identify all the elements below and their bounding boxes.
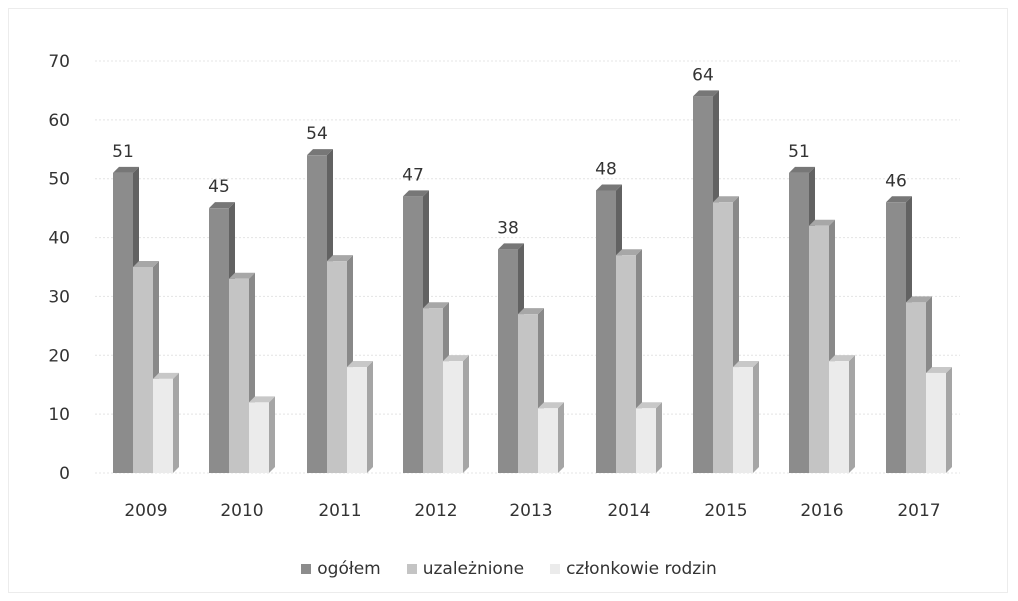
data-label: 46 [885,171,907,191]
y-tick-label: 10 [48,405,70,425]
bar-2010-2 [249,396,275,473]
bar-2016-2 [829,355,855,473]
y-tick-label: 20 [48,346,70,366]
bar-2013-1 [518,308,544,473]
legend-item: ogółem [301,559,381,579]
y-tick-label: 0 [59,464,70,484]
x-tick-label: 2009 [124,501,167,521]
chart-legend: ogółem uzależnione członkowie rodzin [0,559,1018,579]
bar-2017-2 [926,366,952,473]
x-tick-label: 2012 [414,501,457,521]
x-tick-label: 2014 [607,501,650,521]
data-label: 47 [402,165,424,185]
chart-frame [8,8,1008,593]
x-tick-label: 2010 [220,501,263,521]
data-label: 64 [692,65,714,85]
x-tick-label: 2015 [704,501,747,521]
x-tick-label: 2013 [509,501,552,521]
legend-swatch [301,564,312,574]
x-tick-label: 2011 [318,501,361,521]
legend-item: członkowie rodzin [550,559,717,579]
legend-label: członkowie rodzin [566,559,717,579]
data-label: 51 [112,142,134,162]
y-tick-label: 60 [48,111,70,131]
y-tick-label: 40 [48,229,70,249]
bar-2013-2 [538,402,564,473]
legend-item: uzależnione [406,559,525,579]
data-label: 45 [208,177,230,197]
legend-label: uzależnione [422,559,525,579]
data-label: 48 [595,159,617,179]
x-tick-label: 2017 [897,501,940,521]
chart-plot: 0 10 20 30 40 50 60 70 51 2009 45 2010 54 2011 47 2012 3… [48,52,960,521]
y-tick-label: 30 [48,287,70,307]
y-tick-label: 50 [48,170,70,190]
bar-2014-2 [636,402,662,473]
legend-swatch [406,564,417,574]
legend-swatch [550,564,561,574]
legend-label: ogółem [317,559,381,579]
bar-2010-1 [229,272,255,473]
bar-2012-2 [443,355,469,473]
bar-2015-2 [733,361,759,473]
bar-2009-2 [153,372,179,473]
y-tick-label: 70 [48,52,70,72]
data-label: 54 [306,124,328,144]
data-label: 51 [788,142,810,162]
bar-2011-2 [347,361,373,473]
bar-2009-0 [113,166,139,474]
data-label: 38 [497,218,519,238]
x-tick-label: 2016 [800,501,843,521]
